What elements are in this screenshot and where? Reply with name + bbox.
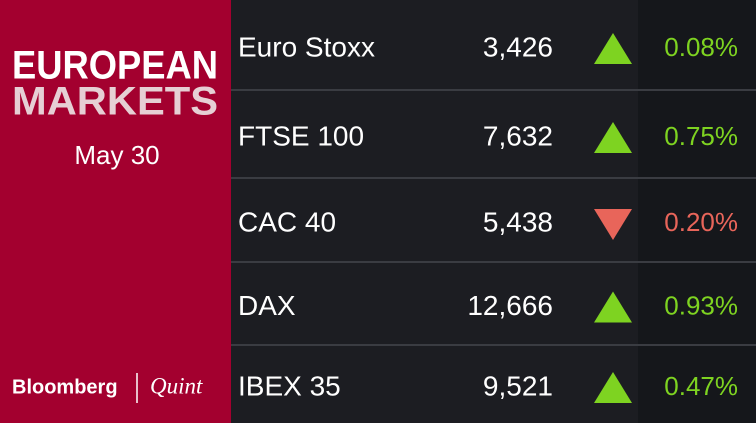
index-name: Euro Stoxx (238, 31, 375, 62)
change-percent: 0.47% (664, 371, 738, 401)
index-value: 12,666 (467, 290, 553, 321)
title: EUROPEAN (12, 44, 218, 88)
side-panel (0, 0, 231, 423)
change-column (638, 0, 756, 423)
index-value: 9,521 (483, 370, 553, 401)
date: May 30 (74, 140, 159, 170)
change-percent: 0.08% (664, 32, 738, 62)
change-percent: 0.75% (664, 121, 738, 151)
direction-arrow (594, 372, 632, 403)
index-value: 3,426 (483, 31, 553, 62)
rows: Euro Stoxx 3,426 0.08% FTSE 100 7,632 0.75% CA… (231, 31, 756, 403)
index-name: IBEX 35 (238, 370, 341, 401)
partner-logo: Quint (150, 373, 203, 398)
index-name: CAC 40 (238, 206, 336, 237)
brand-logo: Bloomberg (12, 376, 118, 398)
direction-arrow (594, 33, 632, 64)
direction-arrow (594, 209, 632, 240)
index-value: 5,438 (483, 206, 553, 237)
index-name: DAX (238, 290, 296, 321)
table-panel (231, 0, 638, 423)
subtitle: MARKETS (12, 80, 218, 124)
index-value: 7,632 (483, 120, 553, 151)
change-percent: 0.93% (664, 290, 738, 320)
index-name: FTSE 100 (238, 120, 364, 151)
direction-arrow (594, 122, 632, 153)
change-percent: 0.20% (664, 207, 738, 237)
direction-arrow (594, 291, 632, 323)
